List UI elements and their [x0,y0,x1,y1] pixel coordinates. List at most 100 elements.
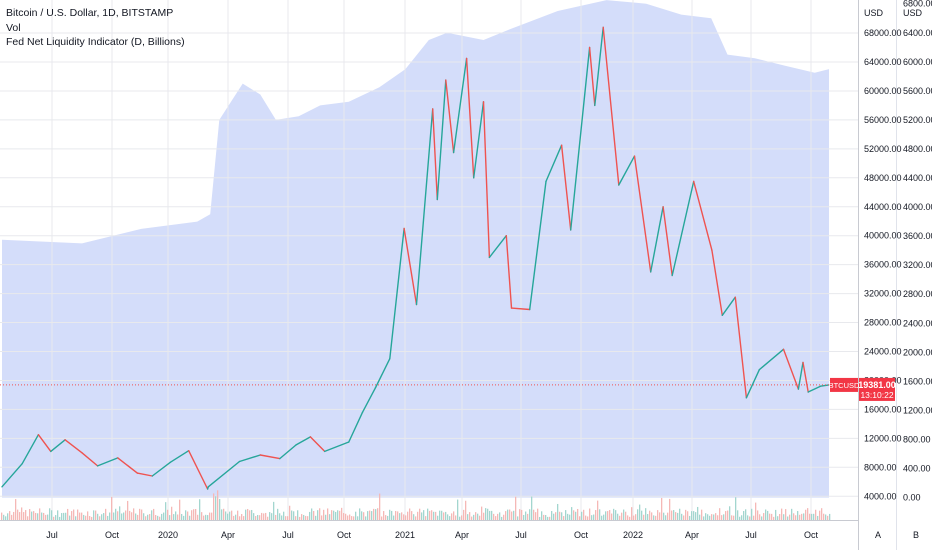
volume-bar [279,513,281,520]
volume-bar [731,515,733,520]
y-tick-label: 6800.00 [903,0,932,9]
volume-bar [813,513,815,520]
volume-bar [551,510,553,520]
legend-symbol[interactable]: Bitcoin / U.S. Dollar, 1D, BITSTAMP [6,7,174,19]
volume-bar [217,490,219,520]
volume-bar [623,509,625,520]
volume-bar [177,514,179,520]
volume-bar [477,513,479,520]
volume-bar [405,515,407,520]
x-tick-label: Apr [455,530,469,540]
volume-bar [185,510,187,520]
volume-bar [653,515,655,520]
volume-bar [761,516,763,520]
volume-bar [353,516,355,520]
volume-bar [219,498,221,520]
volume-bar [229,511,231,520]
volume-bar [791,508,793,520]
volume-bar [545,515,547,520]
price-segment [374,358,391,389]
y-tick-label: 2400.00 [903,318,932,328]
volume-bars [1,490,831,520]
volume-bar [759,514,761,520]
volume-bar [49,508,51,520]
price-segment [259,454,281,460]
volume-bar [293,511,295,520]
volume-bar [789,514,791,520]
price-segment [50,439,66,453]
volume-bar [3,514,5,520]
volume-bar [713,514,715,520]
scale-b-button[interactable]: B [913,530,920,540]
price-segment [309,436,326,453]
price-segment [452,57,468,154]
volume-bar [387,515,389,520]
volume-bar [679,508,681,520]
y-tick-label: 2800.00 [903,289,932,299]
volume-bar [213,493,215,520]
x-tick-label: Jul [282,530,294,540]
volume-bar [769,513,771,520]
volume-bar [717,515,719,520]
volume-bar [735,497,737,520]
volume-bar [683,515,685,520]
volume-bar [69,515,71,520]
volume-bar [255,516,257,520]
volume-bar [121,513,123,520]
price-segment [819,384,830,387]
volume-bar [231,510,233,520]
volume-bar [129,510,131,520]
volume-bar [79,512,81,520]
volume-bar [141,509,143,520]
volume-bar [689,515,691,520]
volume-bar [537,508,539,520]
volume-bar [325,514,327,520]
volume-bar [803,513,805,520]
price-segment [432,108,438,201]
volume-bar [33,511,35,520]
volume-bar [281,515,283,520]
volume-bar [375,509,377,520]
price-segment [570,46,591,231]
price-segment [662,206,673,277]
volume-bar [7,513,9,520]
y-tick-label: 0.00 [903,493,921,503]
volume-bar [89,516,91,520]
volume-bar [697,506,699,520]
volume-bar [21,507,23,520]
price-segment [151,461,172,477]
volume-bar [251,509,253,520]
price-segment [415,108,434,306]
volume-bar [365,516,367,520]
volume-bar [435,511,437,520]
volume-bar [495,516,497,520]
volume-bar [827,515,829,520]
volume-bar [603,514,605,520]
volume-bar [573,510,575,520]
price-segment [693,180,713,251]
y-tick-label: 1600.00 [903,376,932,386]
price-segment [324,441,350,453]
y-tick-label: 32000.00 [864,289,902,299]
volume-bar [743,511,745,520]
volume-bar [195,509,197,520]
volume-bar [399,513,401,520]
legend-indicator[interactable]: Fed Net Liquidity Indicator (D, Billions… [6,36,185,48]
volume-bar [615,510,617,520]
volume-bar [15,499,17,520]
y-tick-label: 40000.00 [864,231,902,241]
y-tick-label: 24000.00 [864,347,902,357]
volume-bar [787,516,789,520]
volume-bar [575,511,577,520]
volume-bar [317,510,319,520]
volume-bar [475,512,477,520]
volume-bar [413,514,415,520]
legend-volume[interactable]: Vol [6,21,21,34]
volume-bar [509,509,511,520]
volume-bar [465,500,467,520]
auto-scale-button[interactable]: A [875,530,882,540]
volume-bar [391,510,393,520]
